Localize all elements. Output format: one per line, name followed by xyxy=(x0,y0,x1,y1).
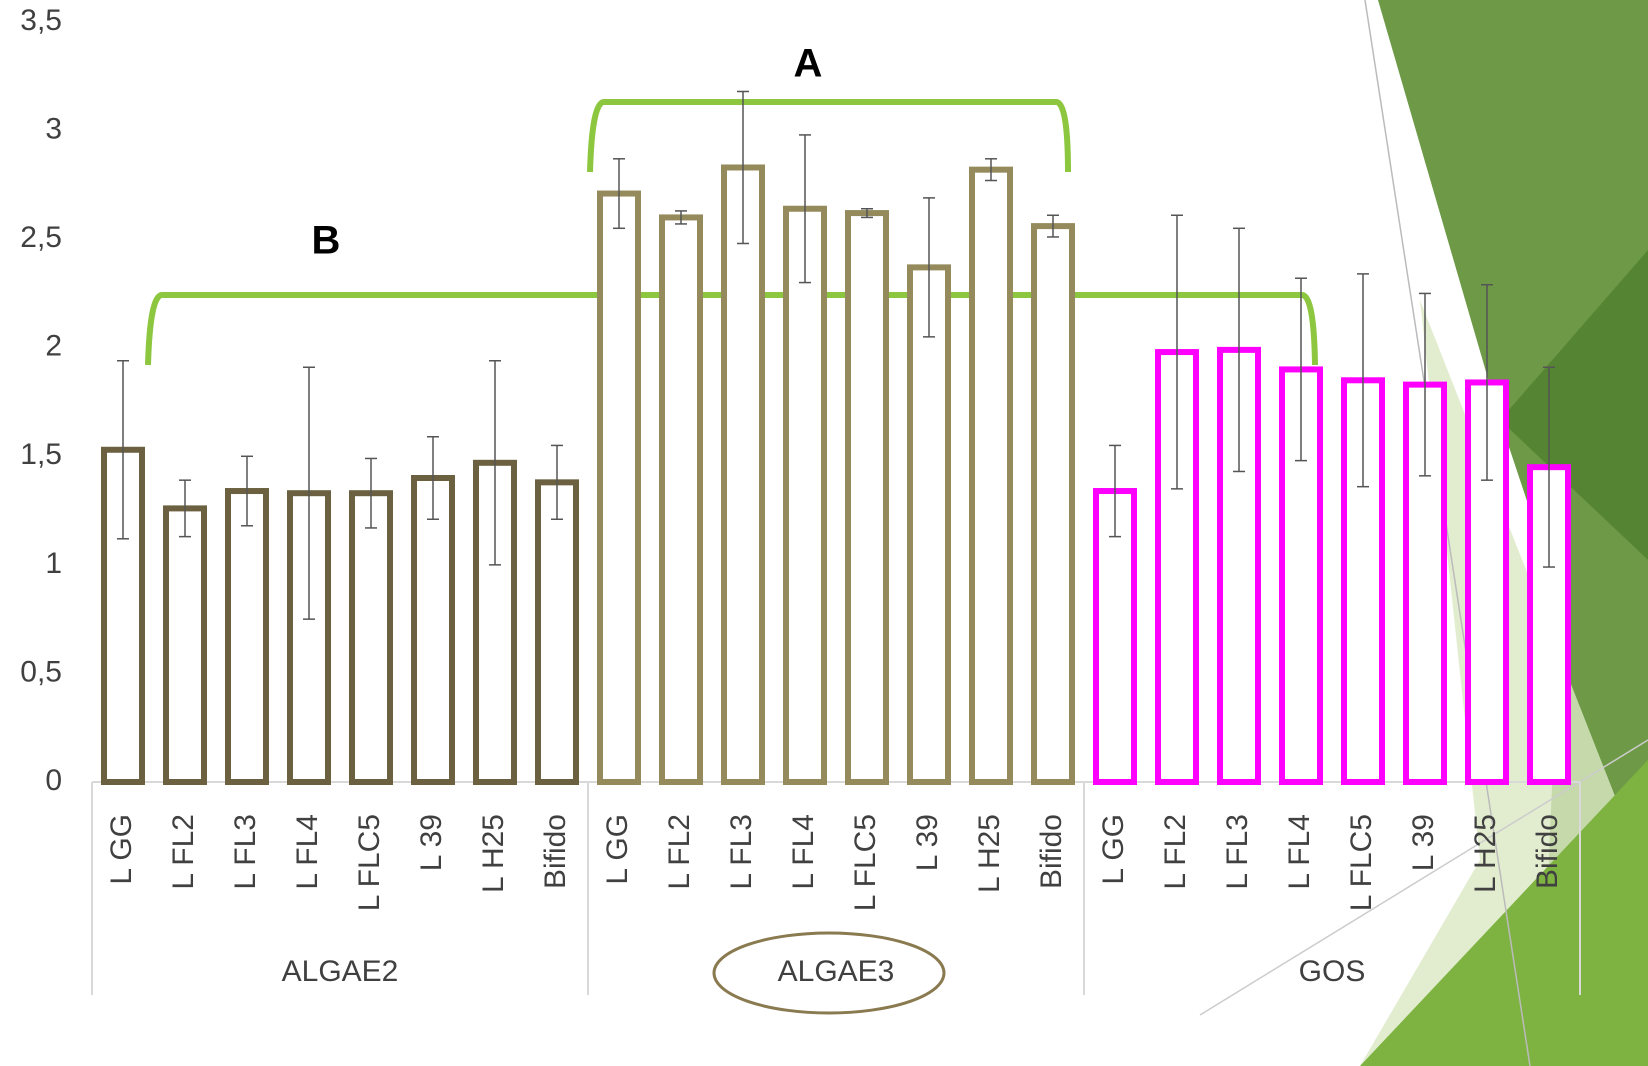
bar xyxy=(786,209,824,782)
bar xyxy=(538,482,576,782)
group-label: ALGAE3 xyxy=(778,955,895,988)
x-tick-label: Bifido xyxy=(539,814,572,889)
page: A B 0 0,5 1 1,5 2 2,5 3 3,5 ALGAE2 L GG L FL2 L FL3… xyxy=(0,0,1648,1066)
y-tick-label: 1 xyxy=(45,547,62,580)
x-tick-label: L FLC5 xyxy=(353,814,386,911)
group-label: GOS xyxy=(1299,955,1366,988)
y-tick-label: 0,5 xyxy=(20,655,62,688)
x-tick-label: Bifido xyxy=(1035,814,1068,889)
x-tick-label: L FL2 xyxy=(663,814,696,890)
x-tick-label: L GG xyxy=(1097,814,1130,885)
x-tick-label: Bifido xyxy=(1531,814,1564,889)
x-tick-label: L FL2 xyxy=(1159,814,1192,890)
x-tick-label: L GG xyxy=(601,814,634,885)
annotation: B xyxy=(312,219,341,263)
annotation: A xyxy=(794,42,823,86)
y-tick-label: 3 xyxy=(45,112,62,145)
y-tick-label: 2,5 xyxy=(20,221,62,254)
bracket-a xyxy=(590,102,1068,172)
bar xyxy=(724,167,762,782)
bar xyxy=(600,194,638,782)
x-tick-label: L GG xyxy=(105,814,138,885)
x-tick-label: L FL2 xyxy=(167,814,200,890)
x-tick-label: L FL4 xyxy=(1283,814,1316,890)
x-tick-label: L H25 xyxy=(1469,814,1502,893)
x-tick-label: L 39 xyxy=(911,814,944,871)
x-tick-label: L FLC5 xyxy=(849,814,882,911)
bar xyxy=(1034,226,1072,782)
bar xyxy=(910,267,948,782)
bar xyxy=(228,491,266,782)
group-label: ALGAE2 xyxy=(282,955,399,988)
x-tick-label: L H25 xyxy=(973,814,1006,893)
x-tick-label: L FLC5 xyxy=(1345,814,1378,911)
x-tick-label: L H25 xyxy=(477,814,510,893)
y-tick-label: 3,5 xyxy=(20,4,62,37)
chart: A B 0 0,5 1 1,5 2 2,5 3 3,5 ALGAE2 L GG L FL2 L FL3… xyxy=(0,0,1648,1066)
x-tick-label: L 39 xyxy=(1407,814,1440,871)
x-tick-label: L 39 xyxy=(415,814,448,871)
bar xyxy=(414,478,452,782)
y-tick-label: 2 xyxy=(45,330,62,363)
bar xyxy=(166,508,204,782)
y-tick-label: 0 xyxy=(45,764,62,797)
x-tick-label: L FL3 xyxy=(725,814,758,890)
bar xyxy=(972,170,1010,782)
x-tick-label: L FL4 xyxy=(291,814,324,890)
y-tick-label: 1,5 xyxy=(20,438,62,471)
x-tick-label: L FL3 xyxy=(1221,814,1254,890)
bar xyxy=(848,213,886,782)
bar xyxy=(352,493,390,782)
x-tick-label: L FL4 xyxy=(787,814,820,890)
x-tick-label: L FL3 xyxy=(229,814,262,890)
bar xyxy=(662,217,700,782)
